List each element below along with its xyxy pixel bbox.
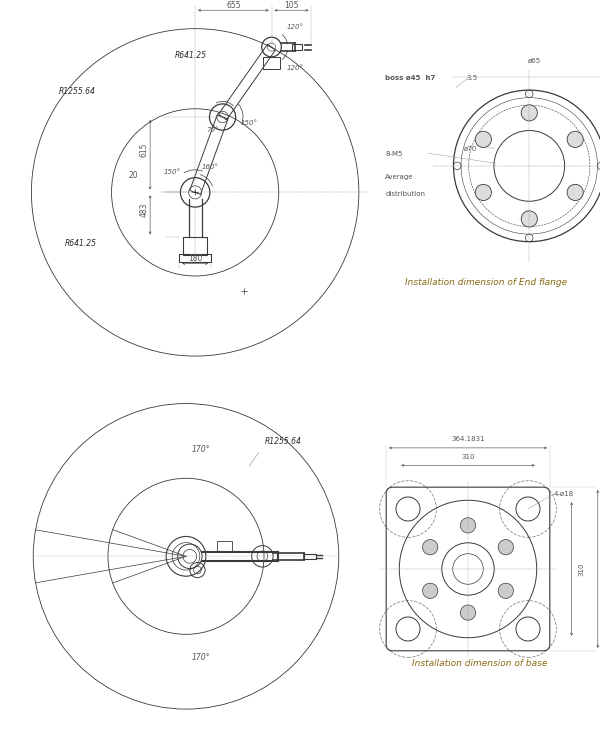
Text: 20: 20 — [129, 171, 139, 179]
Circle shape — [475, 184, 491, 201]
Text: 170°: 170° — [192, 446, 211, 455]
Text: 655: 655 — [226, 1, 241, 10]
Text: 8-M5: 8-M5 — [385, 151, 403, 157]
Text: 150°: 150° — [241, 120, 257, 126]
Circle shape — [460, 518, 476, 533]
Circle shape — [521, 105, 538, 121]
Text: R641.25: R641.25 — [65, 239, 97, 248]
Bar — [304, 554, 316, 559]
Text: 160°: 160° — [202, 165, 218, 171]
Text: 483: 483 — [140, 202, 149, 217]
Circle shape — [498, 539, 514, 555]
Bar — [179, 254, 211, 262]
Bar — [263, 57, 280, 69]
Circle shape — [422, 583, 438, 599]
Circle shape — [498, 583, 514, 599]
Bar — [184, 237, 207, 255]
Text: 150°: 150° — [164, 169, 181, 176]
Text: 170°: 170° — [192, 653, 211, 662]
Text: 70°: 70° — [206, 127, 218, 132]
Text: ø65: ø65 — [528, 57, 541, 63]
Circle shape — [422, 539, 438, 555]
Circle shape — [475, 131, 491, 147]
Text: 180: 180 — [188, 254, 202, 263]
Bar — [292, 44, 302, 51]
Text: boss ø45  h7: boss ø45 h7 — [385, 75, 436, 81]
Text: 120°: 120° — [286, 24, 303, 30]
Bar — [217, 541, 232, 552]
Text: ø70: ø70 — [464, 146, 477, 152]
Text: Installation dimension of base: Installation dimension of base — [412, 659, 548, 668]
Text: 310: 310 — [461, 454, 475, 460]
Text: R641.25: R641.25 — [175, 51, 207, 60]
Text: distribution: distribution — [385, 191, 425, 197]
Text: 105: 105 — [284, 1, 299, 10]
Text: 4-ø18: 4-ø18 — [554, 491, 574, 497]
Text: 364.1831: 364.1831 — [451, 436, 485, 442]
Text: 615: 615 — [140, 142, 149, 157]
Text: Average: Average — [385, 173, 414, 179]
Text: 3.5: 3.5 — [466, 75, 477, 81]
Text: 120°: 120° — [286, 65, 303, 71]
Text: 310: 310 — [578, 562, 584, 576]
Text: Installation dimension of End flange: Installation dimension of End flange — [405, 277, 568, 287]
Text: R1255.64: R1255.64 — [264, 437, 301, 446]
Text: R1255.64: R1255.64 — [59, 87, 96, 96]
Circle shape — [567, 131, 583, 147]
Circle shape — [521, 211, 538, 227]
Circle shape — [567, 184, 583, 201]
Circle shape — [460, 605, 476, 620]
